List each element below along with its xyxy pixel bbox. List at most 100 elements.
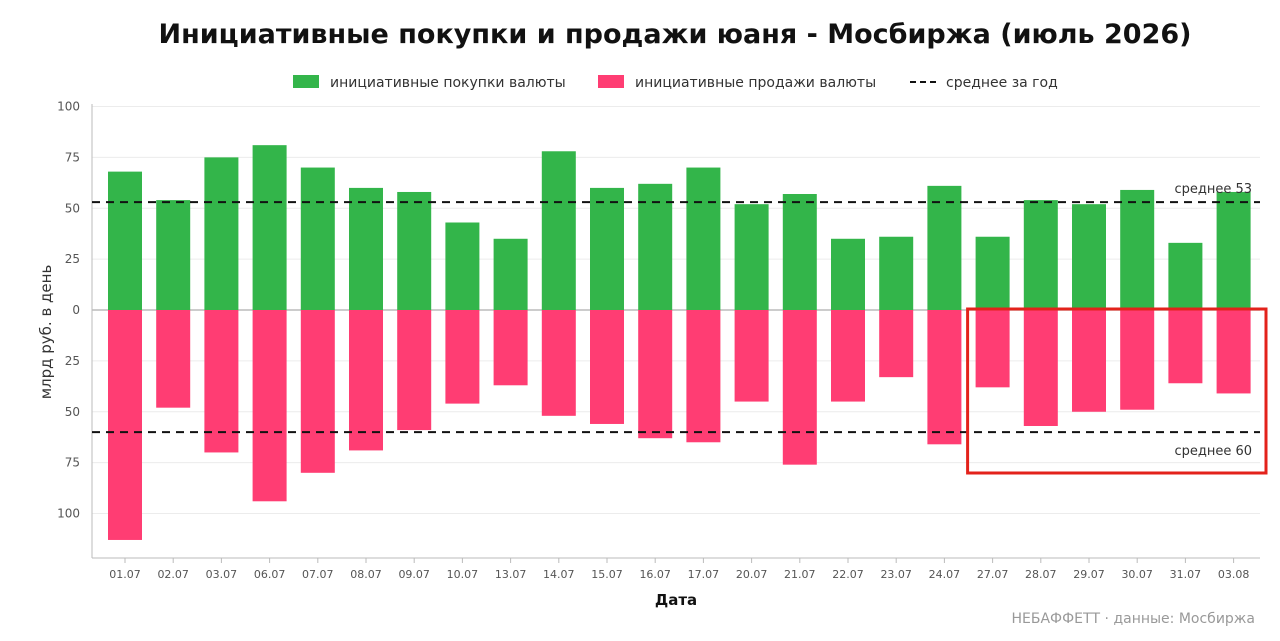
bar-buys: [108, 171, 142, 310]
y-tick-label: 25: [65, 354, 80, 368]
reference-line-label: среднее 53: [1174, 182, 1252, 197]
bar-buys: [831, 238, 865, 310]
y-tick-label: 0: [72, 303, 80, 317]
y-tick-label: 100: [57, 507, 80, 521]
bar-buys: [445, 222, 480, 310]
bar-sells: [975, 310, 1010, 388]
x-axis-ticks: 01.07 02.07 03.07 06.07 07.07 08.07 09.07 10.07…: [109, 558, 1249, 581]
x-tick-label: 15.07: [591, 568, 623, 581]
legend-swatch-sells: [598, 75, 624, 88]
bar-sells: [349, 310, 383, 451]
source-note: НЕБАФФЕТТ · данные: Мосбиржа: [1011, 611, 1255, 627]
bar-buys: [1120, 189, 1155, 310]
highlight-box: [966, 307, 1268, 475]
bar-sells: [300, 310, 335, 473]
x-tick-label: 08.07: [350, 568, 382, 581]
x-tick-label: 02.07: [157, 568, 189, 581]
bar-sells: [927, 310, 962, 445]
legend-label-sells: инициативные продажи валюты: [635, 75, 876, 91]
bar-sells: [156, 310, 191, 408]
bar-buys: [493, 238, 528, 310]
bar-buys: [349, 187, 383, 310]
bar-sells: [734, 310, 769, 402]
bar-sells: [686, 310, 721, 443]
bar-sells: [782, 310, 817, 465]
x-tick-label: 16.07: [639, 568, 671, 581]
x-tick-label: 22.07: [832, 568, 864, 581]
bar-sells: [204, 310, 239, 453]
gridlines: [91, 104, 1260, 559]
bar-buys: [204, 157, 239, 310]
bar-sells: [1072, 310, 1106, 412]
bar-sells: [252, 310, 287, 502]
x-tick-label: 30.07: [1121, 568, 1153, 581]
bar-sells: [493, 310, 528, 386]
y-axis-ticks: 100 75 50 25 0 25 50 75 100: [57, 100, 80, 521]
bar-buys: [686, 167, 721, 310]
bar-buys: [590, 187, 624, 310]
x-tick-label: 31.07: [1170, 568, 1202, 581]
x-tick-label: 23.07: [880, 568, 912, 581]
x-tick-label: 17.07: [688, 568, 720, 581]
bar-buys: [156, 200, 191, 310]
legend-label-average: среднее за год: [946, 75, 1058, 91]
y-tick-label: 25: [65, 252, 80, 266]
chart-title: Инициативные покупки и продажи юаня - Мо…: [159, 19, 1192, 50]
bars: [108, 145, 1251, 540]
x-tick-label: 09.07: [398, 568, 430, 581]
bar-buys: [541, 151, 576, 310]
bar-sells: [1216, 310, 1251, 394]
bar-buys: [1168, 242, 1203, 310]
bar-sells: [445, 310, 480, 404]
y-tick-label: 50: [65, 201, 80, 215]
bar-sells: [638, 310, 673, 439]
bar-sells: [1120, 310, 1155, 410]
bar-buys: [638, 183, 673, 310]
bar-buys: [252, 145, 287, 310]
x-tick-label: 21.07: [784, 568, 816, 581]
x-tick-label: 24.07: [929, 568, 961, 581]
bar-buys: [975, 236, 1010, 310]
bar-sells: [590, 310, 624, 424]
x-tick-label: 20.07: [736, 568, 768, 581]
bar-buys: [1072, 204, 1106, 310]
x-tick-label: 29.07: [1073, 568, 1105, 581]
bar-buys: [927, 185, 962, 310]
y-tick-label: 75: [65, 456, 80, 470]
x-tick-label: 03.08: [1218, 568, 1250, 581]
legend-swatch-buys: [293, 75, 319, 88]
legend-label-buys: инициативные покупки валюты: [330, 75, 566, 91]
bar-buys: [1023, 200, 1058, 310]
bar-sells: [541, 310, 576, 416]
x-tick-label: 07.07: [302, 568, 334, 581]
bar-buys: [397, 191, 432, 310]
y-tick-label: 75: [65, 150, 80, 164]
legend: инициативные покупки валюты инициативные…: [293, 75, 1058, 91]
x-tick-label: 13.07: [495, 568, 527, 581]
bar-sells: [1168, 310, 1203, 384]
x-tick-label: 27.07: [977, 568, 1009, 581]
bar-buys: [300, 167, 335, 310]
bar-sells: [1023, 310, 1058, 426]
bar-buys: [782, 194, 817, 310]
x-tick-label: 28.07: [1025, 568, 1057, 581]
x-tick-label: 10.07: [447, 568, 479, 581]
x-tick-label: 03.07: [206, 568, 238, 581]
bar-buys: [1216, 191, 1251, 310]
y-axis-title: млрд руб. в день: [37, 265, 55, 400]
y-tick-label: 50: [65, 405, 80, 419]
bar-buys: [879, 236, 914, 310]
bar-buys: [734, 204, 769, 310]
bar-sells: [108, 310, 142, 540]
bar-sells: [879, 310, 914, 378]
x-axis-title: Дата: [655, 591, 697, 609]
x-tick-label: 06.07: [254, 568, 286, 581]
x-tick-label: 01.07: [109, 568, 141, 581]
bar-sells: [831, 310, 865, 402]
reference-line-label: среднее 60: [1174, 444, 1252, 459]
y-tick-label: 100: [57, 100, 80, 114]
reference-lines: среднее 53 среднее 60: [92, 182, 1260, 459]
x-tick-label: 14.07: [543, 568, 575, 581]
